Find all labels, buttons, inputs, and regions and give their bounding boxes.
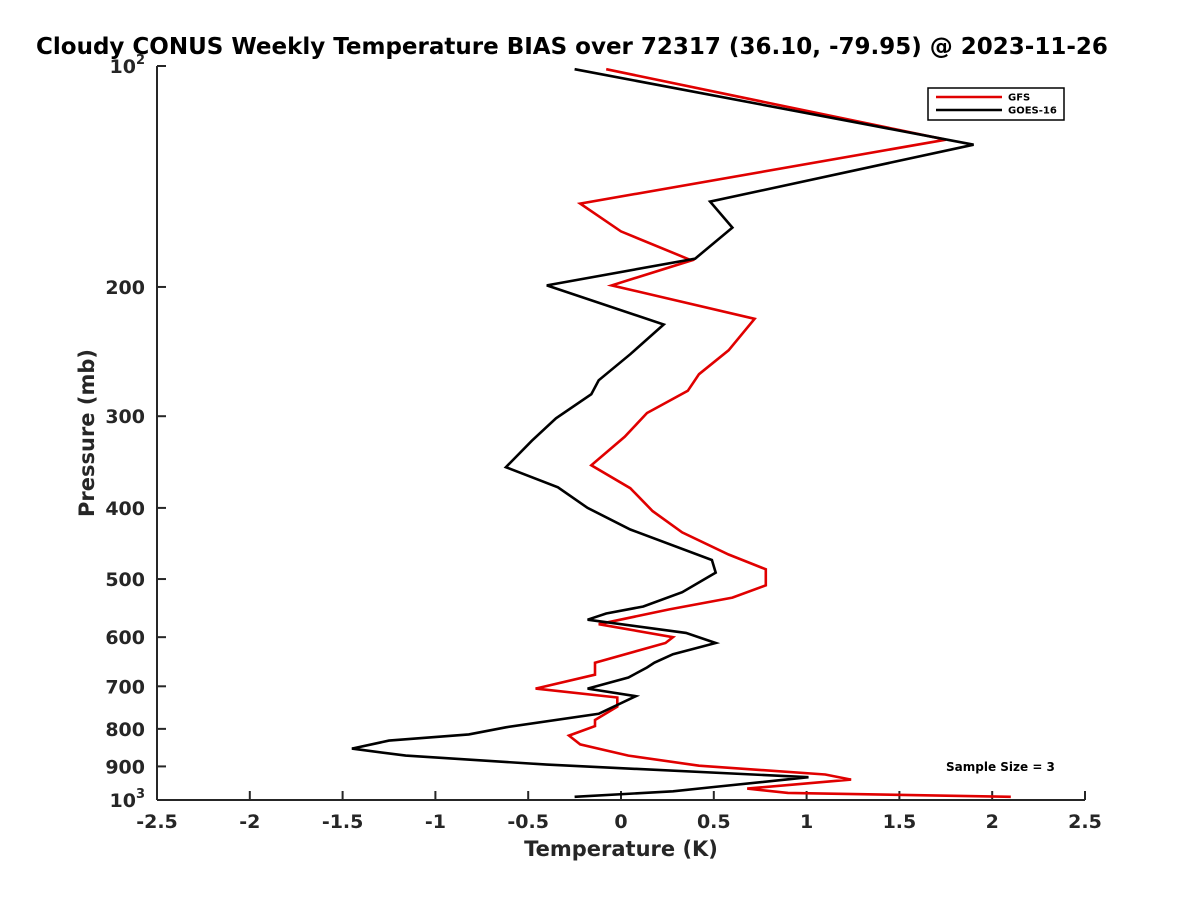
series-layer <box>351 67 1011 799</box>
y-tick-label: 400 <box>105 498 145 520</box>
legend: GFS GOES-16 <box>927 87 1065 121</box>
y-tick-label: 500 <box>105 569 145 591</box>
x-tick-label: -1 <box>425 811 446 833</box>
x-tick-label: 1.5 <box>883 811 917 833</box>
legend-label: GOES-16 <box>1008 106 1057 117</box>
y-tick-label: 102 <box>110 53 146 78</box>
series-line-goes-16 <box>351 67 974 799</box>
x-tick-label: 1 <box>800 811 813 833</box>
y-tick-label: 700 <box>105 676 145 698</box>
legend-box <box>927 87 1065 121</box>
series-line-gfs <box>535 67 1011 799</box>
legend-label: GFS <box>1008 93 1030 104</box>
x-tick-label: -2 <box>239 811 260 833</box>
chart-title: Cloudy CONUS Weekly Temperature BIAS ove… <box>36 34 1108 60</box>
y-axis-label: Pressure (mb) <box>75 349 99 517</box>
y-tick-label: 200 <box>105 277 145 299</box>
x-tick-label: 2 <box>986 811 999 833</box>
y-tick-base: 10 <box>110 56 136 78</box>
sample-size-annotation: Sample Size = 3 <box>946 760 1055 774</box>
x-tick-label: 0 <box>614 811 627 833</box>
y-tick-base: 10 <box>110 790 136 812</box>
x-tick-label: -1.5 <box>322 811 364 833</box>
x-axis: -2.5 -2 -1.5 -1 -0.5 0 0.5 1 1.5 2 2.5 <box>136 791 1102 833</box>
y-tick-exponent: 2 <box>136 53 145 68</box>
y-tick-label: 103 <box>110 787 146 812</box>
y-tick-exponent: 3 <box>136 787 145 802</box>
y-tick-label: 300 <box>105 406 145 428</box>
x-tick-label: -2.5 <box>136 811 178 833</box>
y-tick-label: 800 <box>105 719 145 741</box>
y-tick-label: 600 <box>105 627 145 649</box>
x-axis-label: Temperature (K) <box>524 837 718 861</box>
y-tick-label: 900 <box>105 756 145 778</box>
x-tick-label: 2.5 <box>1068 811 1102 833</box>
x-tick-label: -0.5 <box>507 811 549 833</box>
plot-area <box>156 66 1085 801</box>
x-tick-label: 0.5 <box>697 811 731 833</box>
